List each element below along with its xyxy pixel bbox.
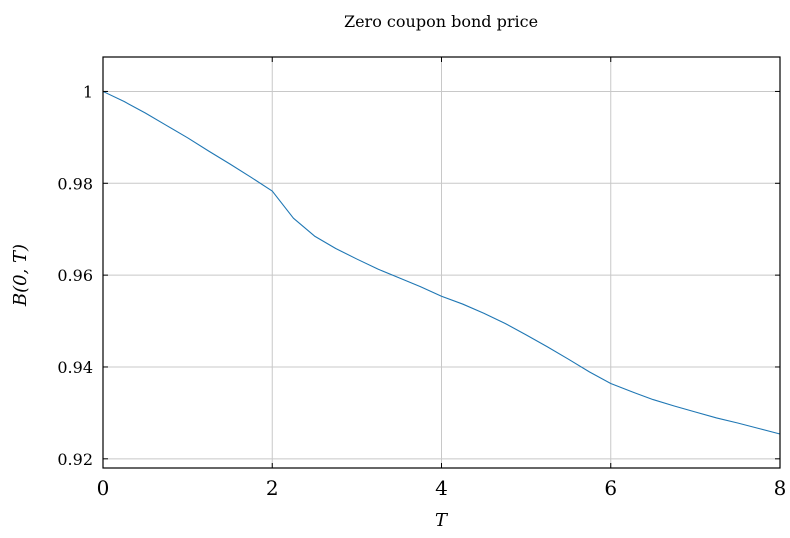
series-group [102,90,781,435]
series-line [102,90,781,435]
y-tick-label: 0.98 [57,174,93,193]
chart-title: Zero coupon bond price [344,12,538,31]
y-tick-label: 0.92 [57,450,93,469]
y-tick-label: 0.96 [57,266,93,285]
grid [102,57,781,468]
x-tick-label: 6 [604,476,617,500]
x-axis-label: T [435,510,449,531]
x-tick-label: 0 [97,476,110,500]
y-tick-label: 1 [83,82,93,101]
x-tick-label: 4 [435,476,448,500]
x-tick-label: 8 [774,476,787,500]
y-axis-label: B(0, T) [10,244,31,307]
x-tick-label: 2 [266,476,279,500]
ticks: 0 2 4 6 8 0.92 0.94 0.96 0.98 1 [57,57,786,500]
y-tick-label: 0.94 [57,358,93,377]
